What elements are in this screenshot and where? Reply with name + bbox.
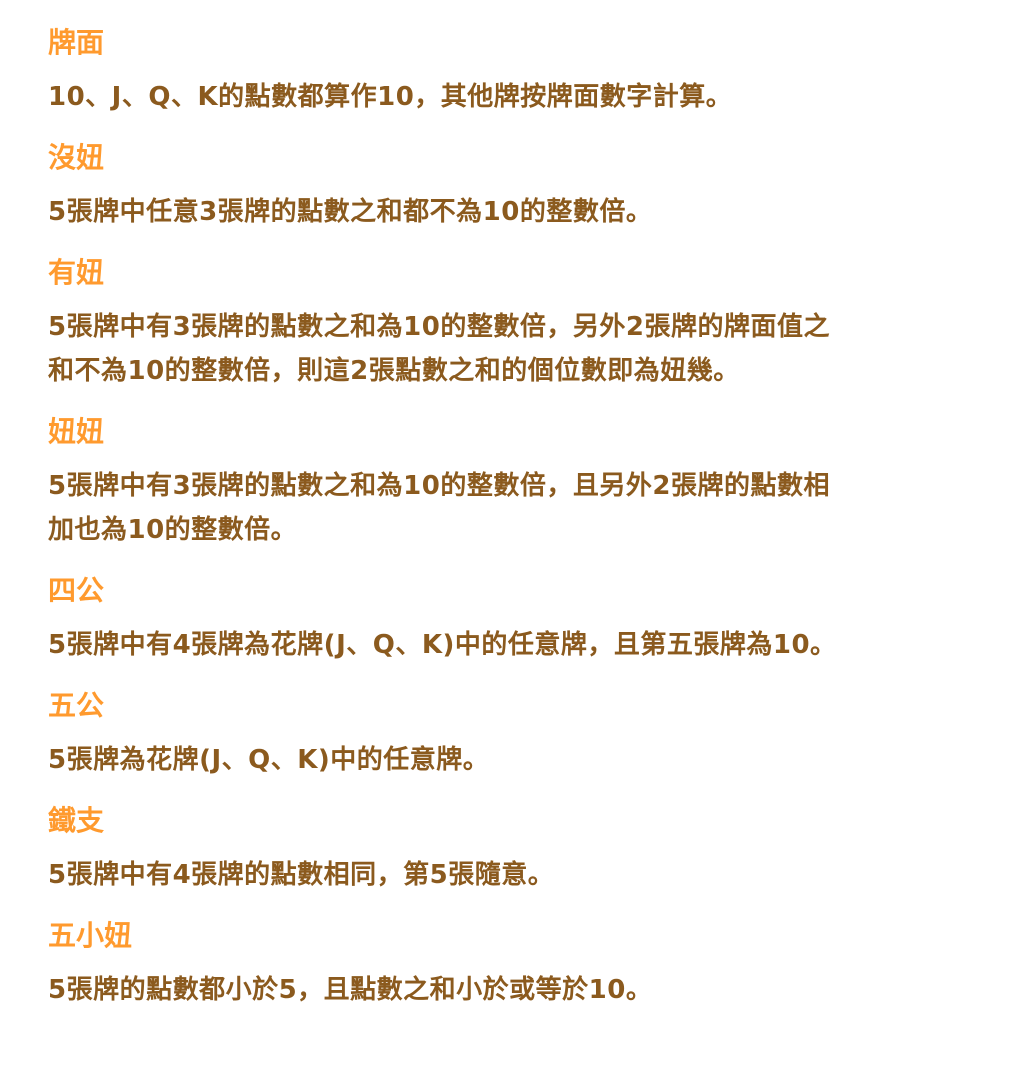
section-text: 5張牌的點數都小於5，且點數之和小於或等於10。 bbox=[48, 975, 653, 1005]
section-title: 有妞 bbox=[48, 256, 105, 289]
section-title: 五公 bbox=[48, 689, 105, 722]
rules-document: 牌面 10、J、Q、K的點數都算作10，其他牌按牌面數字計算。 沒妞 5張牌中任… bbox=[48, 21, 988, 1012]
section-four-of-kind: 鐵支 5張牌中有4張牌的點數相同，第5張隨意。 bbox=[48, 799, 988, 897]
section-no-niu: 沒妞 5張牌中任意3張牌的點數之和都不為10的整數倍。 bbox=[48, 136, 988, 234]
section-text: 5張牌中有3張牌的點數之和為10的整數倍，另外2張牌的牌面值之 bbox=[48, 312, 830, 342]
section-niu-niu: 妞妞 5張牌中有3張牌的點數之和為10的整數倍，且另外2張牌的點數相 加也為10… bbox=[48, 410, 988, 552]
section-title: 鐵支 bbox=[48, 804, 105, 837]
section-title: 四公 bbox=[48, 574, 105, 607]
section-four-face: 四公 5張牌中有4張牌為花牌(J、Q、K)中的任意牌，且第五張牌為10。 bbox=[48, 569, 988, 667]
section-text: 和不為10的整數倍，則這2張點數之和的個位數即為妞幾。 bbox=[48, 356, 740, 386]
section-card-face: 牌面 10、J、Q、K的點數都算作10，其他牌按牌面數字計算。 bbox=[48, 21, 988, 119]
section-title: 妞妞 bbox=[48, 415, 105, 448]
section-title: 五小妞 bbox=[48, 919, 133, 952]
section-text: 5張牌中有4張牌的點數相同，第5張隨意。 bbox=[48, 860, 555, 890]
section-text: 加也為10的整數倍。 bbox=[48, 515, 298, 545]
section-title: 沒妞 bbox=[48, 141, 105, 174]
section-text: 5張牌中任意3張牌的點數之和都不為10的整數倍。 bbox=[48, 197, 653, 227]
section-five-face: 五公 5張牌為花牌(J、Q、K)中的任意牌。 bbox=[48, 684, 988, 782]
section-title: 牌面 bbox=[48, 26, 105, 59]
section-text: 10、J、Q、K的點數都算作10，其他牌按牌面數字計算。 bbox=[48, 82, 733, 112]
section-text: 5張牌中有3張牌的點數之和為10的整數倍，且另外2張牌的點數相 bbox=[48, 471, 830, 501]
section-text: 5張牌為花牌(J、Q、K)中的任意牌。 bbox=[48, 745, 490, 775]
section-five-small-niu: 五小妞 5張牌的點數都小於5，且點數之和小於或等於10。 bbox=[48, 914, 988, 1012]
section-text: 5張牌中有4張牌為花牌(J、Q、K)中的任意牌，且第五張牌為10。 bbox=[48, 630, 837, 660]
section-has-niu: 有妞 5張牌中有3張牌的點數之和為10的整數倍，另外2張牌的牌面值之 和不為10… bbox=[48, 251, 988, 393]
